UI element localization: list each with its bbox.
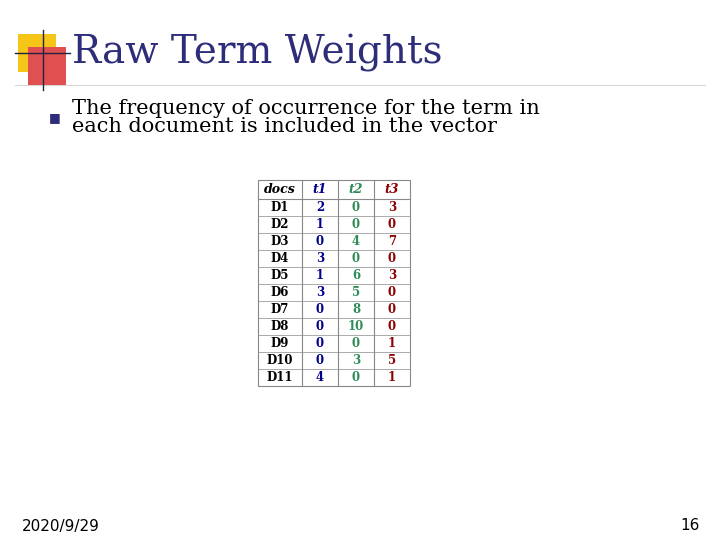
Text: D10: D10	[266, 354, 293, 367]
Text: 1: 1	[388, 337, 396, 350]
Text: 5: 5	[352, 286, 360, 299]
Text: 0: 0	[388, 218, 396, 231]
Text: 7: 7	[388, 235, 396, 248]
Text: 1: 1	[316, 269, 324, 282]
Text: 3: 3	[352, 354, 360, 367]
Text: D5: D5	[271, 269, 289, 282]
Text: D1: D1	[271, 201, 289, 214]
Text: each document is included in the vector: each document is included in the vector	[72, 118, 497, 137]
Text: 0: 0	[316, 354, 324, 367]
Text: 10: 10	[348, 320, 364, 333]
Text: D3: D3	[271, 235, 289, 248]
Text: 0: 0	[352, 337, 360, 350]
Text: 3: 3	[316, 252, 324, 265]
Text: 0: 0	[352, 201, 360, 214]
Text: 1: 1	[388, 371, 396, 384]
Text: D4: D4	[271, 252, 289, 265]
Text: 0: 0	[388, 286, 396, 299]
Text: 2: 2	[316, 201, 324, 214]
Text: Raw Term Weights: Raw Term Weights	[72, 34, 443, 72]
Text: 8: 8	[352, 303, 360, 316]
Text: D9: D9	[271, 337, 289, 350]
Text: 6: 6	[352, 269, 360, 282]
Text: The frequency of occurrence for the term in: The frequency of occurrence for the term…	[72, 98, 540, 118]
Text: 0: 0	[352, 371, 360, 384]
Text: 0: 0	[316, 235, 324, 248]
Text: t2: t2	[348, 183, 364, 196]
Text: 3: 3	[388, 201, 396, 214]
Text: 0: 0	[316, 337, 324, 350]
Text: D6: D6	[271, 286, 289, 299]
Text: 3: 3	[316, 286, 324, 299]
Text: t1: t1	[312, 183, 328, 196]
Text: 2020/9/29: 2020/9/29	[22, 518, 100, 534]
Text: 0: 0	[388, 320, 396, 333]
Text: D7: D7	[271, 303, 289, 316]
FancyBboxPatch shape	[28, 47, 66, 85]
Text: 5: 5	[388, 354, 396, 367]
FancyBboxPatch shape	[258, 180, 410, 386]
Text: D8: D8	[271, 320, 289, 333]
Text: D2: D2	[271, 218, 289, 231]
Text: t3: t3	[384, 183, 400, 196]
Text: D11: D11	[266, 371, 293, 384]
Text: 4: 4	[316, 371, 324, 384]
Text: 4: 4	[352, 235, 360, 248]
Text: 0: 0	[352, 218, 360, 231]
Text: 0: 0	[388, 252, 396, 265]
Text: docs: docs	[264, 183, 296, 196]
Text: ■: ■	[49, 111, 61, 125]
Text: 1: 1	[316, 218, 324, 231]
Text: 0: 0	[352, 252, 360, 265]
Text: 0: 0	[316, 320, 324, 333]
Text: 3: 3	[388, 269, 396, 282]
Text: 16: 16	[680, 518, 700, 534]
Text: 0: 0	[316, 303, 324, 316]
FancyBboxPatch shape	[18, 34, 56, 72]
Text: 0: 0	[388, 303, 396, 316]
